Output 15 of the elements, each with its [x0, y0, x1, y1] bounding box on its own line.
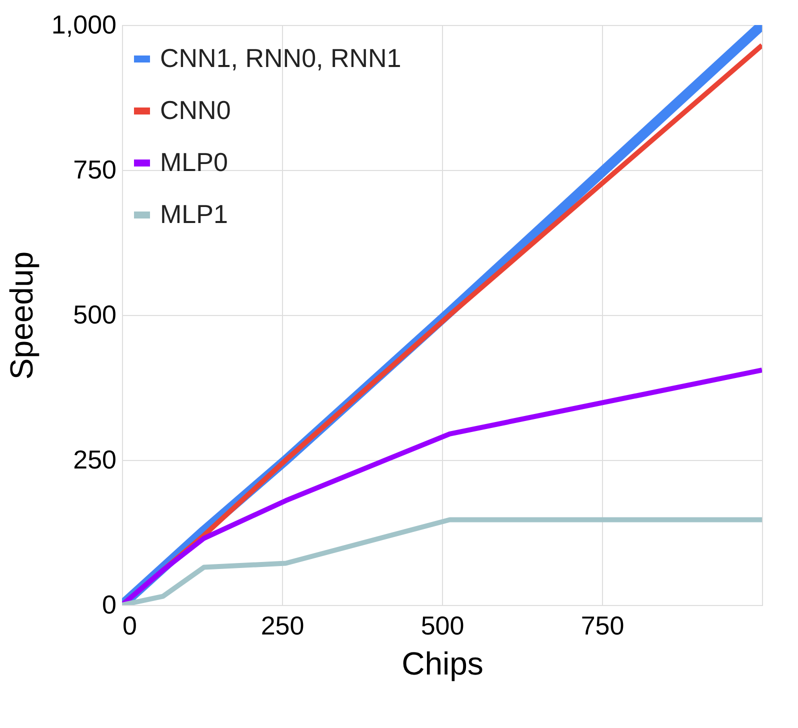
x-tick-label: 250	[260, 610, 304, 640]
x-axis-title: Chips	[402, 646, 484, 682]
y-tick-label: 750	[73, 154, 116, 184]
legend-label: CNN0	[160, 95, 231, 125]
legend-label: CNN1, RNN0, RNN1	[160, 43, 402, 73]
x-tick-label: 500	[420, 610, 464, 640]
x-tick-label: 0	[122, 610, 137, 640]
y-tick-label: 500	[73, 300, 116, 330]
y-tick-label: 0	[102, 590, 116, 620]
x-tick-label: 750	[580, 610, 624, 640]
y-axis-title: Speedup	[3, 251, 40, 380]
legend-label: MLP0	[160, 147, 228, 177]
y-tick-label: 1,000	[51, 10, 116, 40]
legend-label: MLP1	[160, 199, 228, 229]
y-tick-label: 250	[73, 444, 116, 474]
